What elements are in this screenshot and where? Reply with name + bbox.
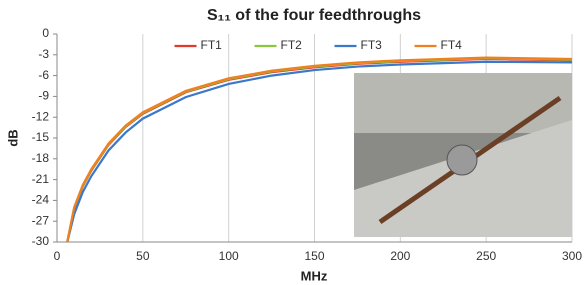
chart-title: S₁₁ of the four feedthroughs [207,7,421,24]
y-tick-label: -15 [32,130,50,144]
y-axis-label: dB [5,129,20,146]
y-tick-label: -21 [32,172,50,186]
x-tick-label: 250 [476,249,496,263]
x-tick-label: 0 [54,249,61,263]
y-tick-label: -18 [32,151,50,165]
legend-label: FT4 [441,38,463,52]
y-tick-label: -30 [32,234,50,248]
legend-label: FT2 [281,38,303,52]
y-tick-label: -24 [32,193,50,207]
photo-flange [447,145,477,175]
y-tick-label: -27 [32,213,50,227]
x-tick-label: 150 [304,249,324,263]
photo-inset [354,73,572,237]
legend-label: FT3 [361,38,383,52]
y-tick-label: -9 [38,89,49,103]
x-axis-label: MHz [301,268,328,283]
x-tick-label: 200 [390,249,410,263]
photo-background [354,73,572,133]
y-tick-label: -12 [32,109,50,123]
y-tick-label: -6 [38,68,49,82]
x-tick-label: 50 [136,249,150,263]
chart: S₁₁ of the four feedthroughs MHz dB 0 50 1… [0,0,586,285]
y-tick-label: 0 [42,26,49,40]
y-tick-label: -3 [38,47,49,61]
legend-label: FT1 [201,38,223,52]
x-tick-label: 300 [562,249,582,263]
x-tick-label: 100 [219,249,239,263]
